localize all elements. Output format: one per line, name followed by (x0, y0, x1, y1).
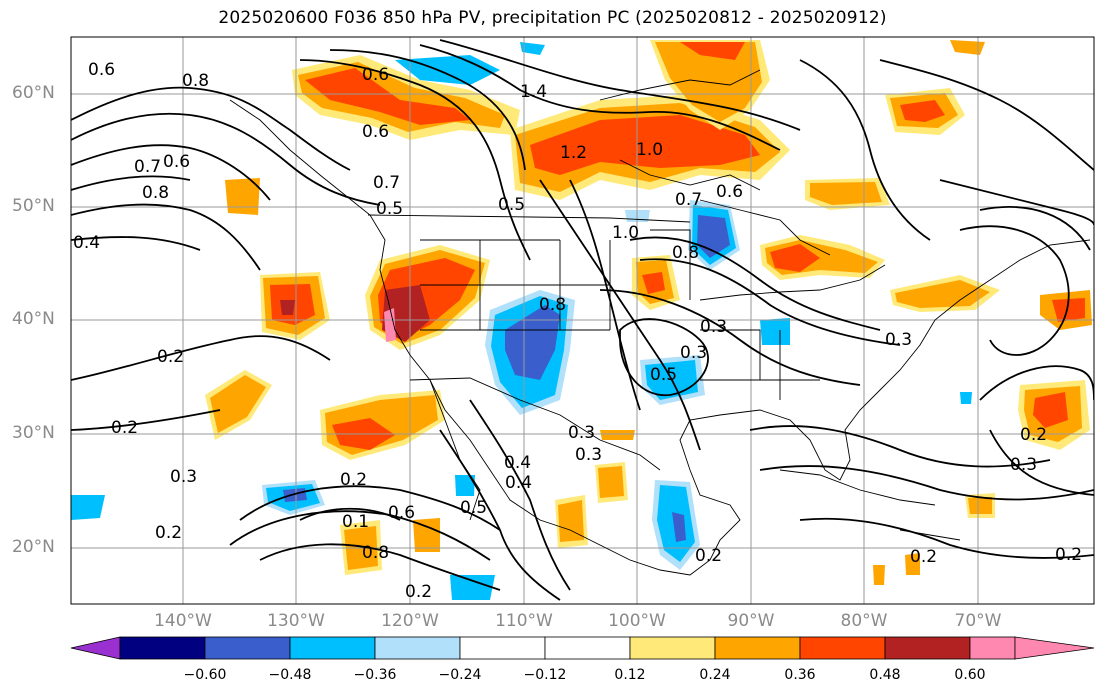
colorbar-extend-high (1014, 636, 1095, 660)
contour-label: 0.2 (111, 418, 138, 438)
contour-label: 0.2 (910, 547, 937, 567)
contour-label: 0.7 (373, 173, 400, 193)
colorbar-box (969, 636, 1016, 660)
colorbar-tick-label: 0.24 (699, 667, 731, 683)
colorbar-tick-label: −0.24 (438, 667, 482, 683)
lat-label: 30°N (12, 423, 55, 443)
precip-negative-shading (71, 42, 972, 600)
contour-label: 0.2 (695, 546, 722, 566)
colorbar-tick-label: −0.48 (268, 667, 312, 683)
contour-label: 0.3 (680, 343, 707, 363)
contour-label: 0.4 (505, 473, 532, 493)
colorbar-tick-label: 0.36 (784, 667, 816, 683)
colorbar-box (714, 636, 801, 660)
contour-labels: 0.8 0.6 0.6 0.6 0.7 0.8 0.6 0.7 0.5 0.4 … (73, 60, 1082, 602)
contour-label: 0.3 (568, 423, 595, 443)
contour-label: 0.8 (672, 243, 699, 263)
contour-label: 0.6 (362, 122, 389, 142)
colorbar-extend-low (70, 636, 121, 660)
contour-label: 1.0 (636, 140, 663, 160)
colorbar-box (459, 636, 546, 660)
colorbar-tick-label: 0.48 (869, 667, 901, 683)
contour-label: 0.8 (142, 183, 169, 203)
contour-label: 0.6 (388, 503, 415, 523)
colorbar-box (374, 636, 461, 660)
colorbar-tick-label: 0.60 (954, 667, 986, 683)
colorbar-box (204, 636, 291, 660)
contour-label: 0.2 (1020, 425, 1047, 445)
contour-label: 0.7 (675, 190, 702, 210)
lon-label: 110°W (495, 611, 553, 631)
lat-label: 20°N (12, 537, 55, 557)
contour-label: 0.8 (362, 543, 389, 563)
colorbar (70, 636, 1095, 660)
contour-label: 0.5 (460, 498, 487, 518)
contour-label: 0.6 (88, 60, 115, 80)
contour-label: 0.6 (716, 182, 743, 202)
contour-label: 1.4 (520, 82, 547, 102)
lon-label: 90°W (727, 611, 775, 631)
lat-label: 50°N (12, 196, 55, 216)
lat-label: 40°N (12, 309, 55, 329)
contour-label: 0.1 (342, 512, 369, 532)
colorbar-tick-label: 0.12 (614, 667, 646, 683)
contour-label: 0.3 (885, 330, 912, 350)
coastlines (229, 69, 1091, 576)
contour-label: 0.2 (155, 523, 182, 543)
colorbar-box (289, 636, 376, 660)
contour-label: 0.5 (498, 195, 525, 215)
map-title: 2025020600 F036 850 hPa PV, precipitatio… (218, 8, 887, 28)
pv-contours (71, 39, 1094, 601)
contour-label: 0.5 (376, 199, 403, 219)
contour-label: 0.5 (650, 365, 677, 385)
contour-label: 0.3 (700, 317, 727, 337)
colorbar-box (629, 636, 716, 660)
lat-label: 60°N (12, 83, 55, 103)
contour-label: 0.2 (1055, 545, 1082, 565)
map-frame (70, 36, 1095, 605)
lon-label: 130°W (267, 611, 325, 631)
colorbar-box (119, 636, 206, 660)
lon-label: 100°W (608, 611, 666, 631)
contour-label: 0.2 (157, 347, 184, 367)
contour-label: 0.6 (163, 152, 190, 172)
contour-label: 0.4 (73, 233, 100, 253)
contour-label: 0.4 (504, 453, 531, 473)
colorbar-tick-label: −0.60 (183, 667, 227, 683)
contour-label: 0.7 (134, 157, 161, 177)
contour-label: 0.2 (405, 582, 432, 602)
colorbar-tick-label: −0.36 (353, 667, 397, 683)
contour-label: 0.8 (539, 295, 566, 315)
colorbar-box (799, 636, 886, 660)
lon-label: 120°W (381, 611, 439, 631)
colorbar-box (884, 636, 971, 660)
lon-label: 70°W (954, 611, 1002, 631)
contour-label: 0.8 (182, 71, 209, 91)
contour-label: 1.2 (560, 143, 587, 163)
contour-label: 0.6 (362, 65, 389, 85)
contour-label: 0.3 (575, 445, 602, 465)
contour-label: 0.3 (170, 467, 197, 487)
colorbar-tick-label: −0.12 (523, 667, 567, 683)
contour-label: 1.0 (612, 223, 639, 243)
lon-label: 80°W (840, 611, 888, 631)
lon-label: 140°W (154, 611, 212, 631)
contour-label: 0.2 (340, 470, 367, 490)
colorbar-box (544, 636, 631, 660)
contour-label: 0.3 (1010, 455, 1037, 475)
